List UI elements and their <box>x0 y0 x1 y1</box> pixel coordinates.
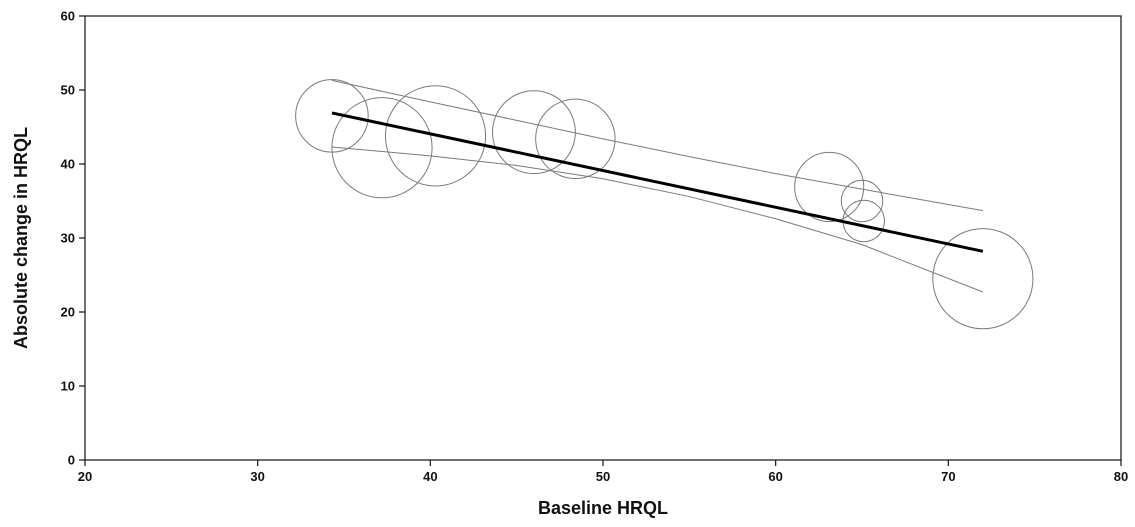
data-bubble <box>491 90 576 175</box>
regression <box>331 111 984 253</box>
data-bubble <box>932 228 1034 330</box>
x-tick-label: 50 <box>596 469 610 484</box>
axes: 20 30 40 50 60 70 80 0 10 20 30 40 50 60 <box>61 9 1129 485</box>
bubbles <box>295 79 1034 330</box>
data-bubble <box>384 85 487 187</box>
x-tick-label: 20 <box>78 469 92 484</box>
y-tick-label: 20 <box>61 305 75 320</box>
data-bubble <box>794 151 865 222</box>
data-bubble <box>842 199 885 243</box>
x-tick-label: 70 <box>941 469 955 484</box>
y-tick-label: 40 <box>61 157 75 172</box>
ci-lower-line <box>331 146 984 293</box>
regression-line <box>331 111 984 253</box>
x-tick-label: 30 <box>250 469 264 484</box>
x-axis-title: Baseline HRQL <box>538 498 668 518</box>
ci-upper-line <box>331 79 983 212</box>
data-bubble <box>840 179 884 223</box>
y-tick-label: 60 <box>61 9 75 24</box>
y-tick-label: 50 <box>61 83 75 98</box>
y-tick-label: 0 <box>68 453 75 468</box>
y-tick-label: 30 <box>61 231 75 246</box>
data-bubble <box>331 97 433 199</box>
confidence-bands <box>331 79 984 293</box>
y-axis-title: Absolute change in HRQL <box>11 127 31 349</box>
data-bubble <box>535 98 616 180</box>
y-tick-label: 10 <box>61 379 75 394</box>
plot-frame <box>84 15 1122 461</box>
x-tick-label: 80 <box>1114 469 1128 484</box>
x-tick-label: 60 <box>768 469 782 484</box>
x-tick-label: 40 <box>423 469 437 484</box>
